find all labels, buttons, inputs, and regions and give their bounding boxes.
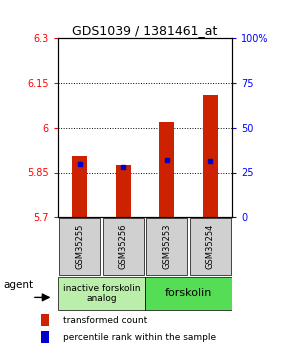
Text: GSM35256: GSM35256: [119, 224, 128, 269]
Text: inactive forskolin
analog: inactive forskolin analog: [63, 284, 140, 303]
Bar: [116, 165, 131, 217]
Bar: [103, 218, 144, 275]
Text: percentile rank within the sample: percentile rank within the sample: [63, 333, 216, 342]
Bar: [59, 218, 100, 275]
Bar: [41, 331, 49, 343]
Text: GSM35255: GSM35255: [75, 224, 84, 269]
Title: GDS1039 / 1381461_at: GDS1039 / 1381461_at: [72, 24, 218, 37]
Bar: [145, 277, 232, 310]
Bar: [72, 156, 87, 217]
Bar: [159, 122, 174, 217]
Bar: [58, 277, 145, 310]
Text: GSM35253: GSM35253: [162, 224, 171, 269]
Bar: [203, 95, 218, 217]
Bar: [190, 218, 231, 275]
Bar: [41, 314, 49, 326]
Text: agent: agent: [3, 280, 33, 289]
Text: forskolin: forskolin: [165, 288, 212, 298]
Text: GSM35254: GSM35254: [206, 224, 215, 269]
Text: transformed count: transformed count: [63, 316, 147, 325]
Bar: [146, 218, 187, 275]
